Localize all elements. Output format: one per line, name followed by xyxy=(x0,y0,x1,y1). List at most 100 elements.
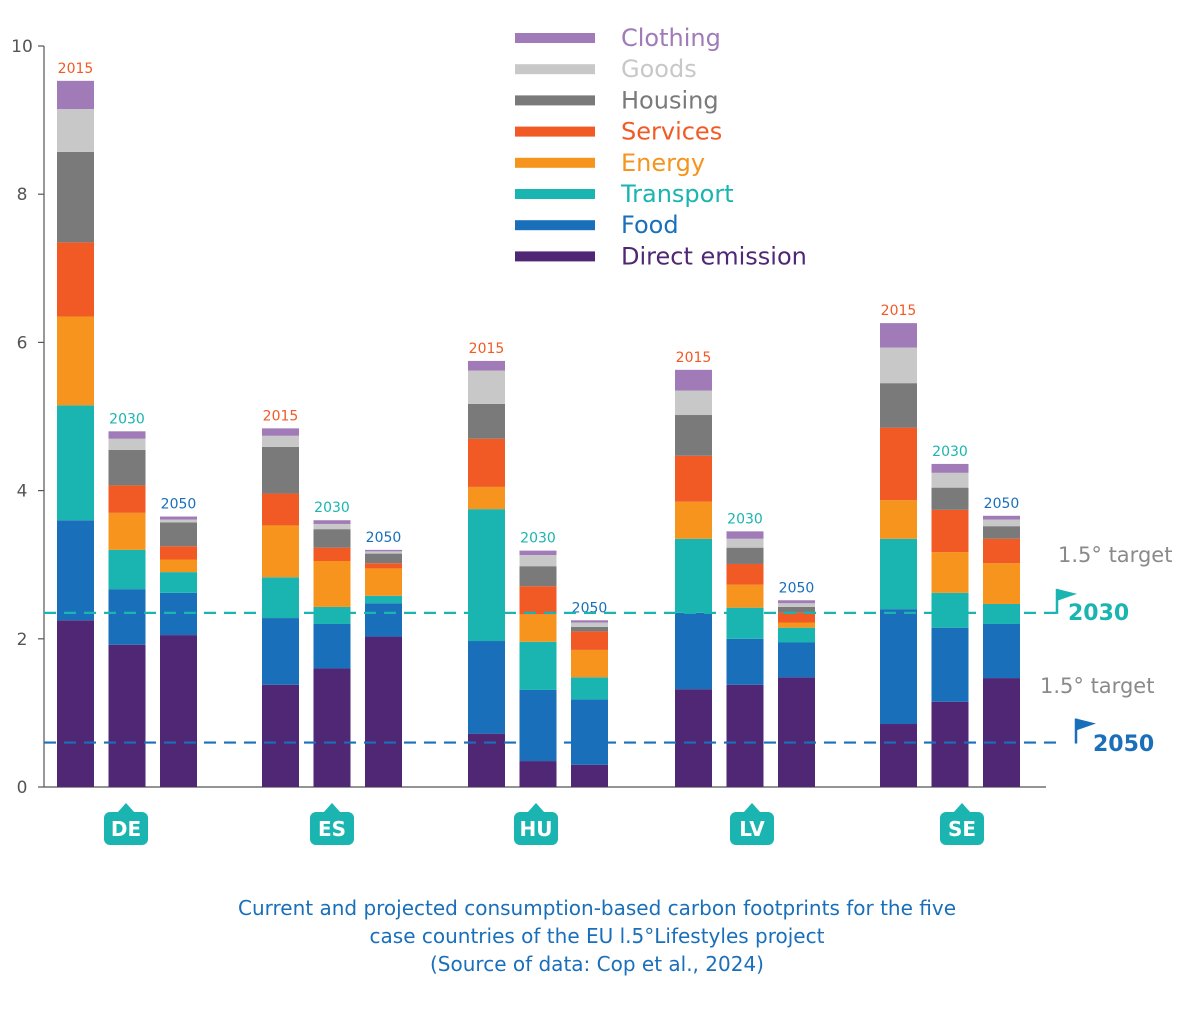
bar-group-se: 2015 2030 2050 xyxy=(880,303,1020,787)
bar-segment-food xyxy=(262,618,299,685)
bar-segment-direct-emission xyxy=(983,678,1020,787)
country-badge-de: DE xyxy=(104,803,148,845)
bar-segment-food xyxy=(313,623,351,669)
bar-segment-transport xyxy=(365,595,402,604)
bar-segment-energy xyxy=(983,563,1020,604)
year-label-2050: 2050 xyxy=(984,496,1020,512)
badge-pointer xyxy=(323,803,341,813)
legend-label-food: Food xyxy=(621,211,679,239)
flag-icon xyxy=(1057,588,1077,601)
bar-segment-direct-emission xyxy=(160,635,197,787)
legend-swatch-direct-emission xyxy=(515,251,595,262)
bar-segment-energy xyxy=(313,560,351,607)
bar-segment-energy xyxy=(160,559,197,573)
bar-segment-housing xyxy=(57,151,94,243)
badge-background xyxy=(310,812,354,845)
legend-label-goods: Goods xyxy=(621,55,697,83)
bar-segment-goods xyxy=(983,519,1020,527)
bar-segment-transport xyxy=(880,538,917,610)
country-label: LV xyxy=(739,817,765,841)
bar-segment-food xyxy=(778,642,815,678)
bar-segment-services xyxy=(675,455,712,502)
year-label-2050: 2050 xyxy=(366,530,402,546)
bar-segment-transport xyxy=(778,627,815,643)
bar-segment-clothing xyxy=(313,520,351,524)
bar-segment-food xyxy=(880,609,917,725)
bar-segment-transport xyxy=(519,641,557,690)
legend-label-clothing: Clothing xyxy=(621,24,721,52)
badge-pointer xyxy=(743,803,761,813)
bar-group-lv: 2015 2030 2050 xyxy=(675,350,815,787)
bar-segment-housing xyxy=(931,487,969,510)
year-label-2050: 2050 xyxy=(572,600,608,616)
legend-label-energy: Energy xyxy=(621,149,705,177)
bar-segment-housing xyxy=(675,415,712,456)
bar-segment-direct-emission xyxy=(931,701,969,787)
country-label: DE xyxy=(111,817,141,841)
bar-segment-services xyxy=(108,485,146,513)
legend-swatch-housing xyxy=(515,95,595,106)
year-label-2015: 2015 xyxy=(263,408,299,424)
bar-segment-transport xyxy=(571,677,608,700)
bar-segment-transport xyxy=(983,603,1020,624)
bar-segment-goods xyxy=(726,538,764,548)
bar-segment-housing xyxy=(313,529,351,548)
bar-segment-energy xyxy=(571,649,608,678)
year-label-2030: 2030 xyxy=(932,444,968,460)
target-lines: 1.5° target 2030 1.5° target 2050 xyxy=(44,543,1172,757)
bar-segment-services xyxy=(880,427,917,501)
bar-segment-food xyxy=(931,627,969,702)
bar-segment-goods xyxy=(675,390,712,416)
bar-segment-services xyxy=(519,586,557,615)
bar-segment-food xyxy=(519,689,557,762)
country-badge-hu: HU xyxy=(514,803,558,845)
target-title-2030: 1.5° target xyxy=(1058,543,1172,567)
legend-label-housing: Housing xyxy=(621,86,719,114)
caption-line-3: (Source of data: Cop et al., 2024) xyxy=(430,952,764,976)
bar-group-es: 2015 2030 2050 xyxy=(262,408,402,787)
bar-segment-goods xyxy=(931,472,969,488)
bar-segment-direct-emission xyxy=(313,668,351,787)
chart-axes: 0 2 4 6 8 10 xyxy=(11,37,1046,798)
target-year-2050: 2050 xyxy=(1093,732,1154,757)
bar-segment-transport xyxy=(468,509,505,642)
bar-segment-energy xyxy=(778,622,815,628)
bar-segment-energy xyxy=(675,501,712,539)
year-label-2015: 2015 xyxy=(881,303,917,319)
year-label-2015: 2015 xyxy=(676,350,712,366)
caption-line-2: case countries of the EU l.5°Lifestyles … xyxy=(369,924,825,948)
bar-segment-direct-emission xyxy=(880,724,917,787)
bar-segment-food xyxy=(571,699,608,765)
bar-segment-transport xyxy=(108,549,146,590)
country-badge-es: ES xyxy=(310,803,354,845)
year-label-2015: 2015 xyxy=(58,61,94,77)
bar-segment-housing xyxy=(108,449,146,486)
bar-segment-housing xyxy=(262,446,299,494)
bar-segment-services xyxy=(931,509,969,553)
bar-segment-services xyxy=(365,563,402,569)
bar-segment-energy xyxy=(365,568,402,596)
legend-label-direct-emission: Direct emission xyxy=(621,242,807,270)
bar-segment-goods xyxy=(108,438,146,450)
bar-segment-energy xyxy=(519,614,557,642)
bar-segment-food xyxy=(468,641,505,734)
bar-segment-services xyxy=(313,547,351,561)
bar-segment-energy xyxy=(468,486,505,510)
bar-segment-direct-emission xyxy=(726,684,764,787)
country-badge-se: SE xyxy=(940,803,984,845)
bar-segment-direct-emission xyxy=(57,620,94,787)
bar-segment-clothing xyxy=(160,516,197,520)
bar-segment-transport xyxy=(160,572,197,593)
bar-segment-direct-emission xyxy=(675,689,712,787)
bar-segment-clothing xyxy=(778,600,815,604)
country-label: ES xyxy=(318,817,346,841)
year-label-2030: 2030 xyxy=(520,531,556,547)
bar-segment-food xyxy=(160,592,197,636)
y-tick-label: 0 xyxy=(17,778,28,798)
badge-pointer xyxy=(953,803,971,813)
legend-swatch-food xyxy=(515,220,595,231)
bar-segment-housing xyxy=(983,526,1020,539)
badge-pointer xyxy=(527,803,545,813)
y-tick-label: 8 xyxy=(17,185,28,205)
legend-swatch-transport xyxy=(515,189,595,199)
